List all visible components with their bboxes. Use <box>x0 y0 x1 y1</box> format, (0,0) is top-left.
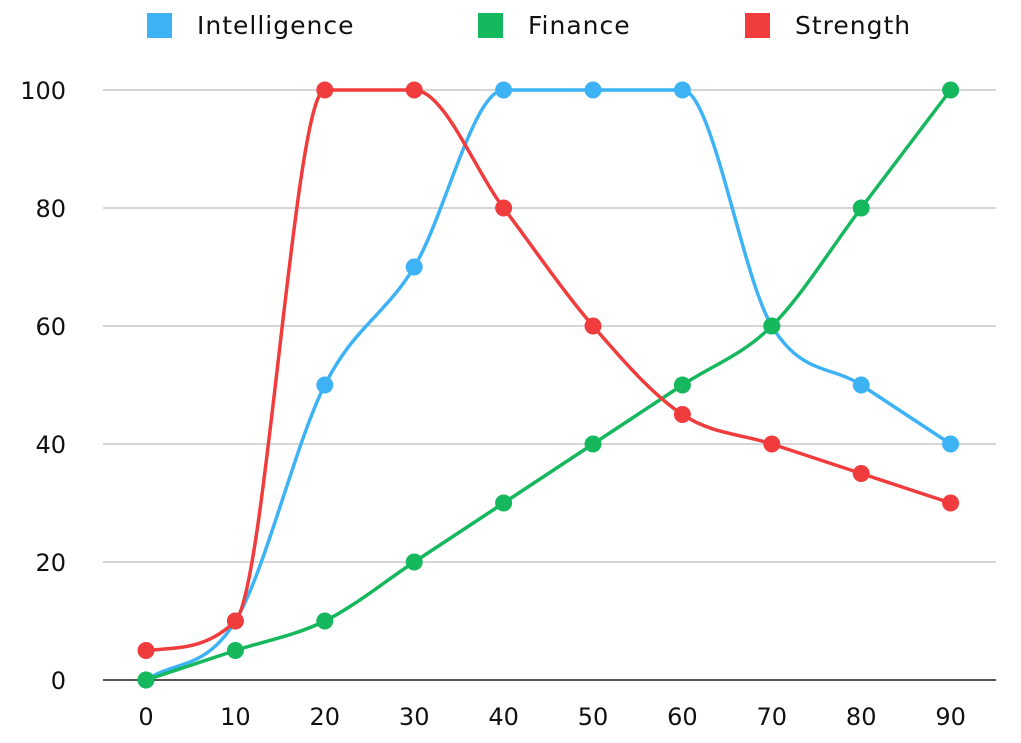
x-tick-label: 40 <box>488 703 519 731</box>
data-point-intelligence[interactable] <box>852 376 870 394</box>
data-point-strength[interactable] <box>942 494 960 512</box>
legend-label: Intelligence <box>197 11 354 40</box>
legend-swatch <box>478 13 503 38</box>
data-point-strength[interactable] <box>316 81 334 99</box>
y-axis-ticks: 0 20 40 60 80 100 <box>20 77 66 695</box>
x-tick-label: 70 <box>757 703 788 731</box>
data-point-finance[interactable] <box>316 612 334 630</box>
data-point-strength[interactable] <box>763 435 781 453</box>
x-tick-label: 80 <box>846 703 877 731</box>
data-point-strength[interactable] <box>495 199 513 217</box>
legend-swatch <box>147 13 172 38</box>
data-point-intelligence[interactable] <box>405 258 423 276</box>
data-point-finance[interactable] <box>852 199 870 217</box>
y-tick-label: 0 <box>51 667 66 695</box>
x-tick-label: 90 <box>935 703 966 731</box>
data-point-intelligence[interactable] <box>584 81 602 99</box>
data-point-strength[interactable] <box>405 81 423 99</box>
y-tick-label: 20 <box>35 549 66 577</box>
x-tick-label: 50 <box>578 703 609 731</box>
data-point-finance[interactable] <box>137 671 155 689</box>
series-line-intelligence <box>144 88 953 682</box>
data-point-finance[interactable] <box>405 553 423 571</box>
data-point-strength[interactable] <box>584 317 602 335</box>
data-point-strength[interactable] <box>137 642 155 659</box>
y-tick-label: 100 <box>20 77 66 105</box>
legend-label: Strength <box>795 11 911 40</box>
data-point-strength[interactable] <box>226 612 244 630</box>
data-point-intelligence[interactable] <box>316 376 334 394</box>
data-point-intelligence[interactable] <box>942 435 960 453</box>
x-tick-label: 20 <box>310 703 341 731</box>
data-point-finance[interactable] <box>226 642 244 659</box>
y-tick-label: 80 <box>35 195 66 223</box>
legend-item-finance[interactable]: Finance <box>478 11 631 40</box>
legend-item-intelligence[interactable]: Intelligence <box>147 11 354 40</box>
data-point-strength[interactable] <box>673 406 691 423</box>
data-point-strength[interactable] <box>852 465 870 482</box>
legend-label: Finance <box>528 11 631 40</box>
data-point-intelligence[interactable] <box>495 81 513 99</box>
x-tick-label: 60 <box>667 703 698 731</box>
data-point-finance[interactable] <box>584 435 602 453</box>
x-tick-label: 10 <box>220 703 251 731</box>
legend-swatch <box>745 13 770 38</box>
data-point-finance[interactable] <box>495 494 513 512</box>
data-point-intelligence[interactable] <box>673 81 691 99</box>
x-tick-label: 0 <box>138 703 153 731</box>
legend: Intelligence Finance Strength <box>147 11 911 40</box>
legend-item-strength[interactable]: Strength <box>745 11 911 40</box>
series-lines <box>144 88 953 682</box>
data-point-finance[interactable] <box>942 81 960 99</box>
y-tick-label: 40 <box>35 431 66 459</box>
series-points <box>137 81 960 689</box>
y-tick-label: 60 <box>35 313 66 341</box>
data-point-finance[interactable] <box>673 376 691 394</box>
series-line-finance <box>144 88 953 682</box>
x-tick-label: 30 <box>399 703 430 731</box>
data-point-finance[interactable] <box>763 317 781 335</box>
x-axis-ticks: 0 10 20 30 40 50 60 70 80 90 <box>138 703 966 731</box>
